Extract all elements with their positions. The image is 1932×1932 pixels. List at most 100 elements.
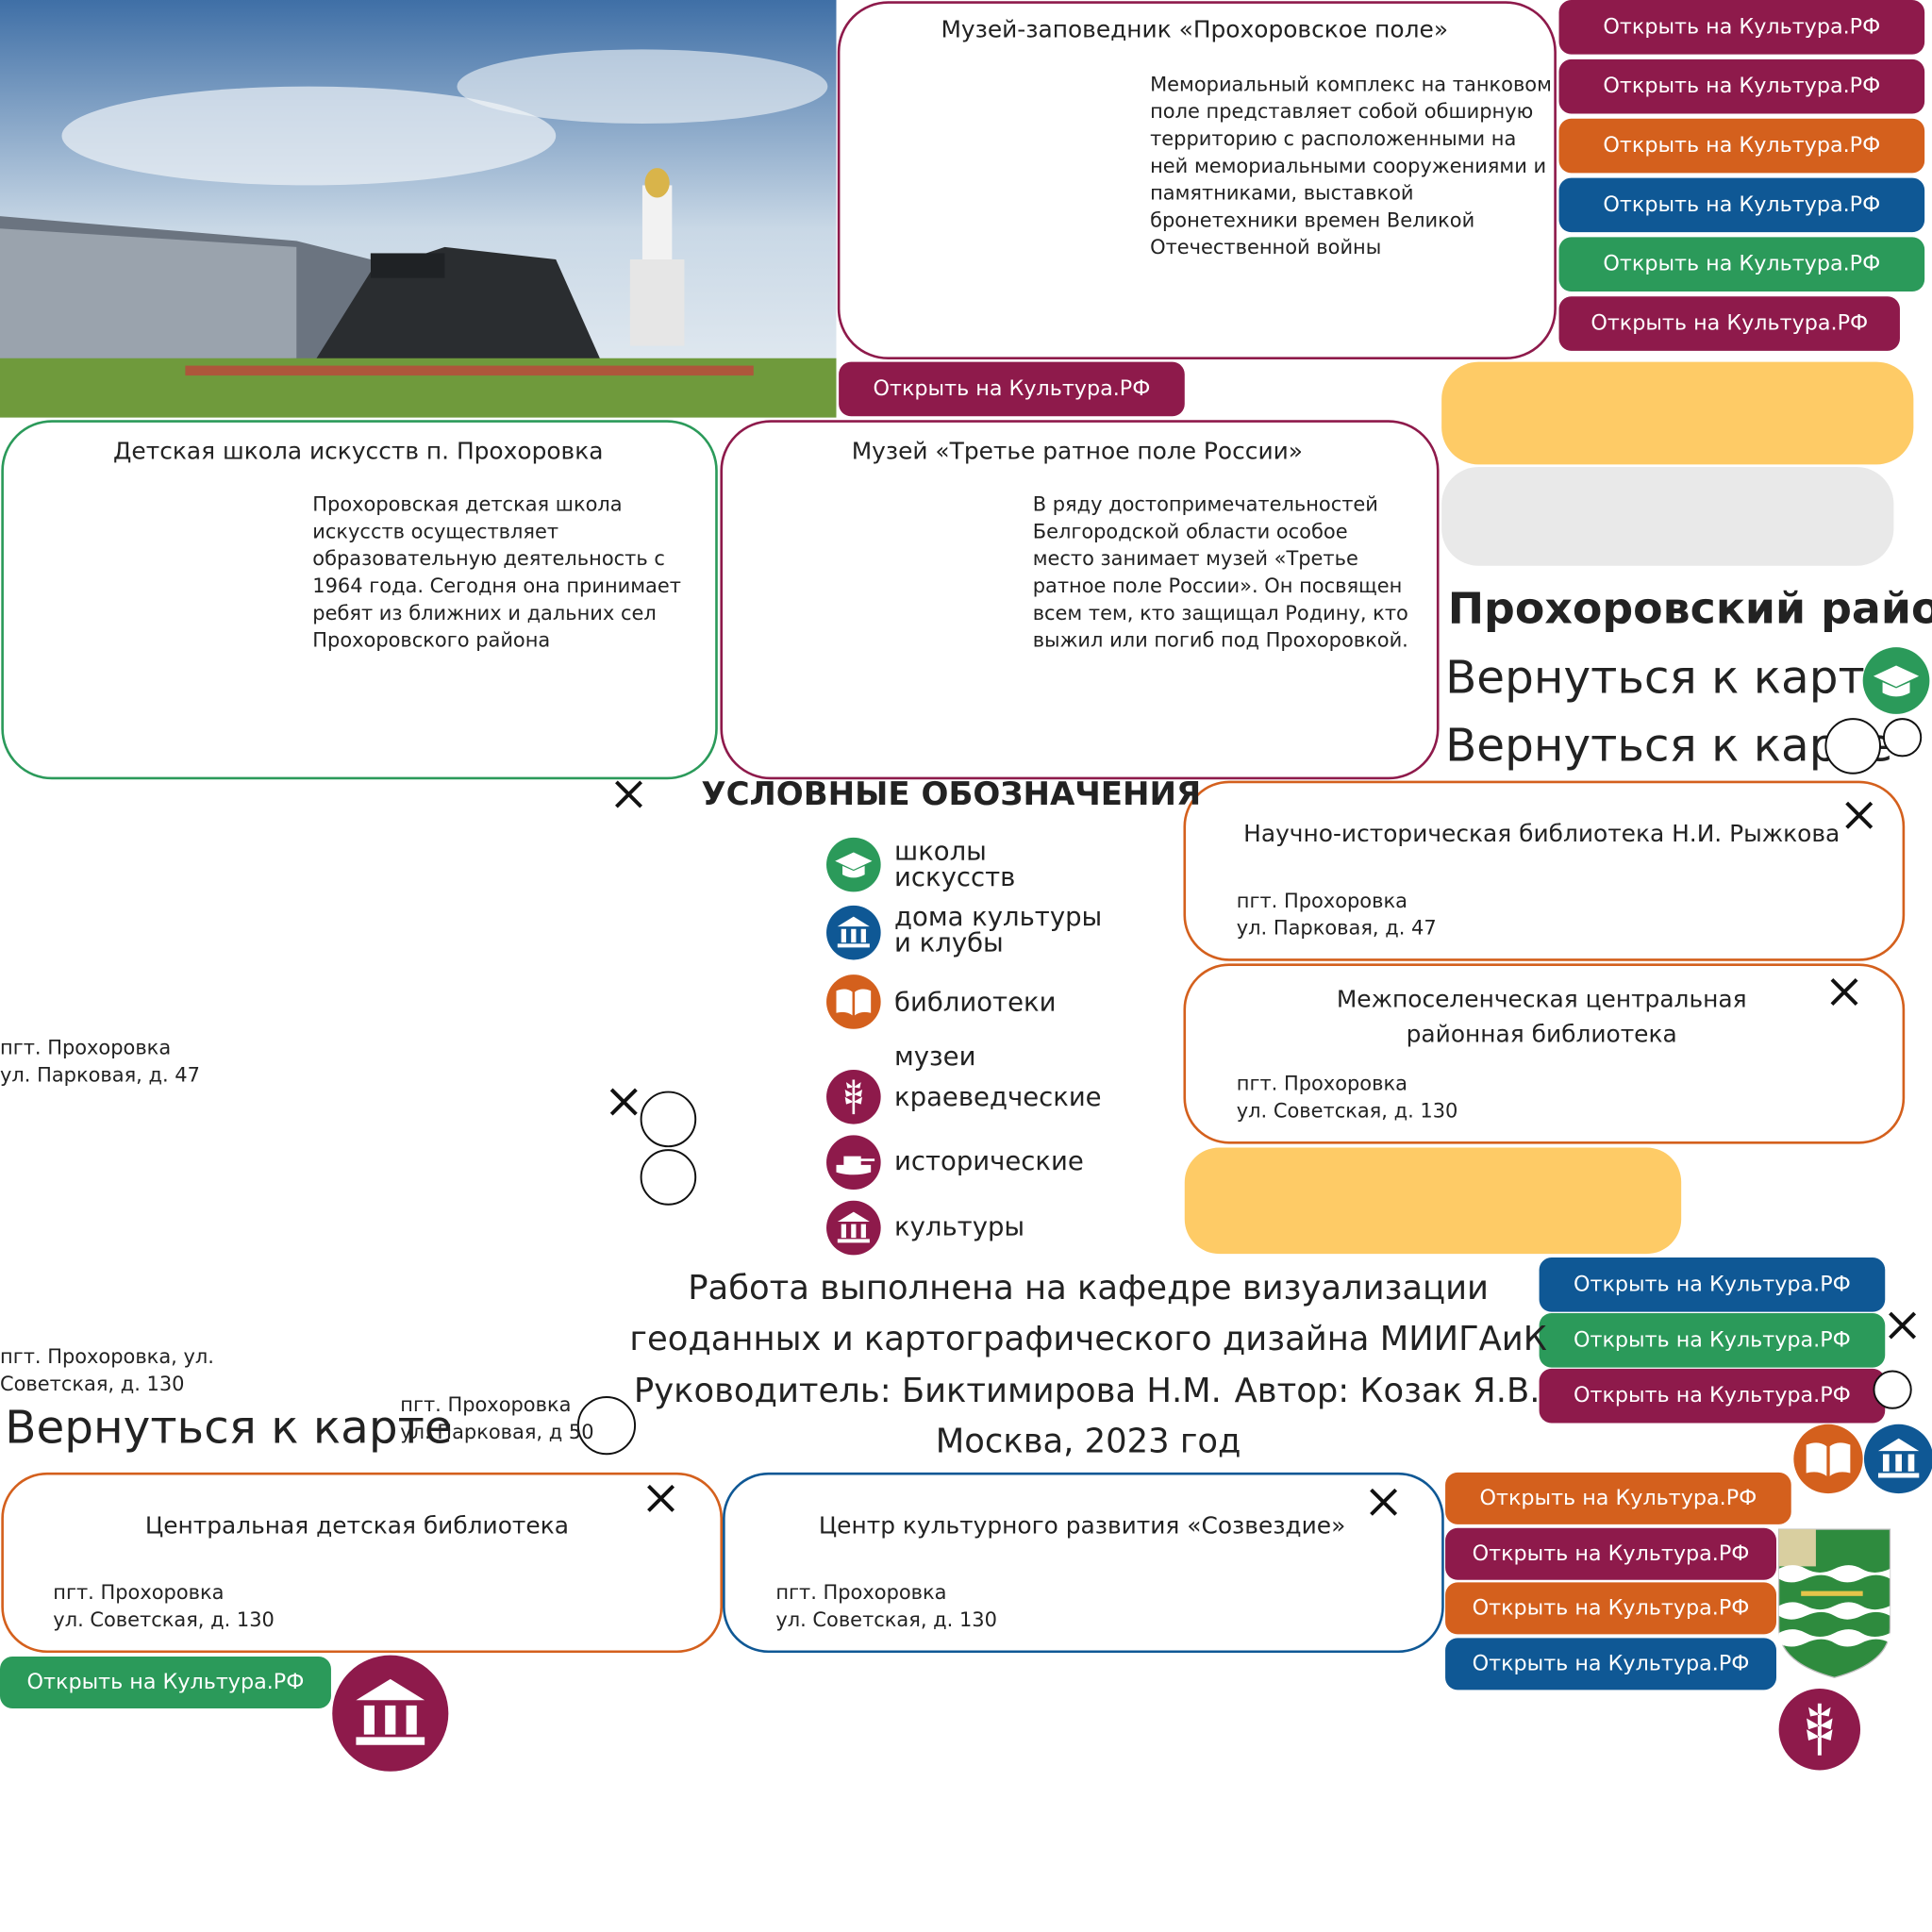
credits-line: Автор: Козак Я.В. [1235, 1372, 1541, 1410]
card-title: районная библиотека [1407, 1020, 1677, 1047]
back-link[interactable]: Вернуться к карте [5, 1401, 452, 1454]
open-button[interactable] [1558, 177, 1925, 233]
open-button[interactable] [1539, 1257, 1886, 1312]
open-button[interactable] [1445, 1582, 1777, 1635]
button-label: Открыть на Культура.РФ [874, 376, 1151, 401]
back-link[interactable]: Вернуться к карте [1445, 720, 1892, 773]
empty-marker [640, 1149, 697, 1206]
card-text: 1964 года. Сегодня она принимает [312, 575, 681, 597]
icon-glyph [836, 989, 872, 1016]
address: ул. Парковая, д. 47 [0, 1064, 200, 1087]
icon-glyph [837, 916, 870, 927]
button-label: Открыть на Культура.РФ [1574, 1327, 1851, 1352]
card-text: ней мемориальными сооружениями и [1150, 155, 1546, 177]
open-button[interactable] [1445, 1472, 1791, 1524]
legend-label: культуры [894, 1212, 1024, 1242]
credits-line: геоданных и картографического дизайна МИ… [629, 1320, 1546, 1358]
button-label: Открыть на Культура.РФ [1574, 1383, 1851, 1407]
back-link[interactable]: Вернуться к карте [1445, 652, 1892, 705]
button-label: Открыть на Культура.РФ [1473, 1651, 1750, 1675]
card-address: ул. Парковая, д. 47 [1237, 917, 1437, 940]
button-label: Открыть на Культура.РФ [1603, 14, 1880, 39]
close-icon [1845, 801, 1874, 829]
open-button[interactable] [0, 1656, 331, 1708]
card-title: Детская школа искусств п. Прохоровка [113, 437, 603, 464]
address: пгт. Прохоровка [0, 1037, 171, 1059]
legend-title: УСЛОВНЫЕ ОБОЗНАЧЕНИЯ [701, 775, 1201, 813]
shield-chief [1778, 1529, 1816, 1567]
legend-label: библиотеки [894, 987, 1056, 1017]
region-title: Прохоровский район [1448, 583, 1932, 634]
card-text: территорию с расположенными на [1150, 127, 1516, 150]
icon-glyph [1877, 1438, 1920, 1452]
close-icon [1370, 1488, 1398, 1516]
card-title: Центр культурного развития «Созвездие» [819, 1511, 1345, 1539]
shield-wave [1778, 1602, 1890, 1620]
grey-panel [1441, 466, 1894, 566]
card-title: Музей-заповедник «Прохоровское поле» [941, 16, 1448, 43]
card-text: образовательную деятельность с [312, 547, 665, 570]
card [723, 1472, 1444, 1654]
shield-wave [1778, 1565, 1890, 1583]
category-icon [1793, 1424, 1863, 1494]
icon-glyph [1806, 1442, 1851, 1476]
icon-glyph [1873, 665, 1920, 687]
card-address: пгт. Прохоровка [1237, 1073, 1407, 1095]
icon-glyph [356, 1705, 425, 1745]
legend-label: дома культуры [894, 902, 1102, 932]
card-title: Научно-историческая библиотека Н.И. Рыжк… [1243, 820, 1840, 847]
open-button[interactable] [1558, 296, 1900, 351]
coat-of-arms [1777, 1528, 1891, 1678]
shield-wave [1778, 1629, 1890, 1647]
card [1183, 963, 1906, 1144]
card [1183, 780, 1906, 961]
card-title: Межпоселенческая центральная [1337, 986, 1747, 1013]
card-text: памятниками, выставкой [1150, 182, 1413, 205]
legend-label: исторические [894, 1146, 1084, 1176]
card-address: пгт. Прохоровка [775, 1581, 946, 1604]
icon-glyph [837, 1211, 870, 1223]
icon-glyph [356, 1678, 425, 1701]
button-label: Открыть на Культура.РФ [1603, 133, 1880, 158]
open-button[interactable] [839, 361, 1185, 417]
button-label: Открыть на Культура.РФ [1603, 74, 1880, 98]
card-text: всем тем, кто защищал Родину, кто [1033, 602, 1408, 625]
card-text: Белгородской области особое [1033, 520, 1348, 542]
open-button[interactable] [1558, 0, 1925, 55]
address: ул. Парковая, д 50 [400, 1421, 593, 1443]
button-label: Открыть на Культура.РФ [1591, 311, 1868, 336]
card-text: Мемориальный комплекс на танковом [1150, 73, 1552, 95]
card [1, 1472, 724, 1654]
card-address: пгт. Прохоровка [53, 1581, 224, 1604]
card-title: Центральная детская библиотека [145, 1511, 569, 1539]
card-address: ул. Советская, д. 130 [775, 1608, 997, 1631]
card-text: В ряду достопримечательностей [1033, 493, 1378, 516]
open-button[interactable] [1445, 1527, 1777, 1580]
legend-heading: музеи [894, 1041, 975, 1072]
empty-marker [1873, 1370, 1912, 1409]
category-icon [826, 974, 881, 1029]
card [837, 1, 1557, 360]
open-button[interactable] [1558, 58, 1925, 114]
open-button[interactable] [1558, 237, 1925, 292]
credits-line: Руководитель: Биктимирова Н.М. [634, 1372, 1222, 1410]
legend-label: искусств [894, 862, 1015, 892]
card-text: поле представляет собой обширную [1150, 100, 1533, 123]
open-button[interactable] [1539, 1368, 1886, 1424]
highlight-panel [1441, 361, 1914, 465]
address: пгт. Прохоровка, ул. [0, 1345, 214, 1368]
close-icon [615, 780, 643, 808]
card-address: пгт. Прохоровка [1237, 890, 1407, 912]
icon-glyph [837, 1224, 870, 1243]
credits-line: Работа выполнена на кафедре визуализации [688, 1269, 1489, 1307]
legend-label: и клубы [894, 927, 1004, 958]
open-button[interactable] [1558, 118, 1925, 174]
open-button[interactable] [1539, 1312, 1886, 1368]
card-address: ул. Советская, д. 130 [53, 1608, 275, 1631]
card-text: ребят из ближних и дальних сел [312, 602, 656, 625]
highlight-panel [1184, 1147, 1682, 1255]
card-text: ратное поле России». Он посвящен [1033, 575, 1403, 597]
open-button[interactable] [1445, 1638, 1777, 1690]
